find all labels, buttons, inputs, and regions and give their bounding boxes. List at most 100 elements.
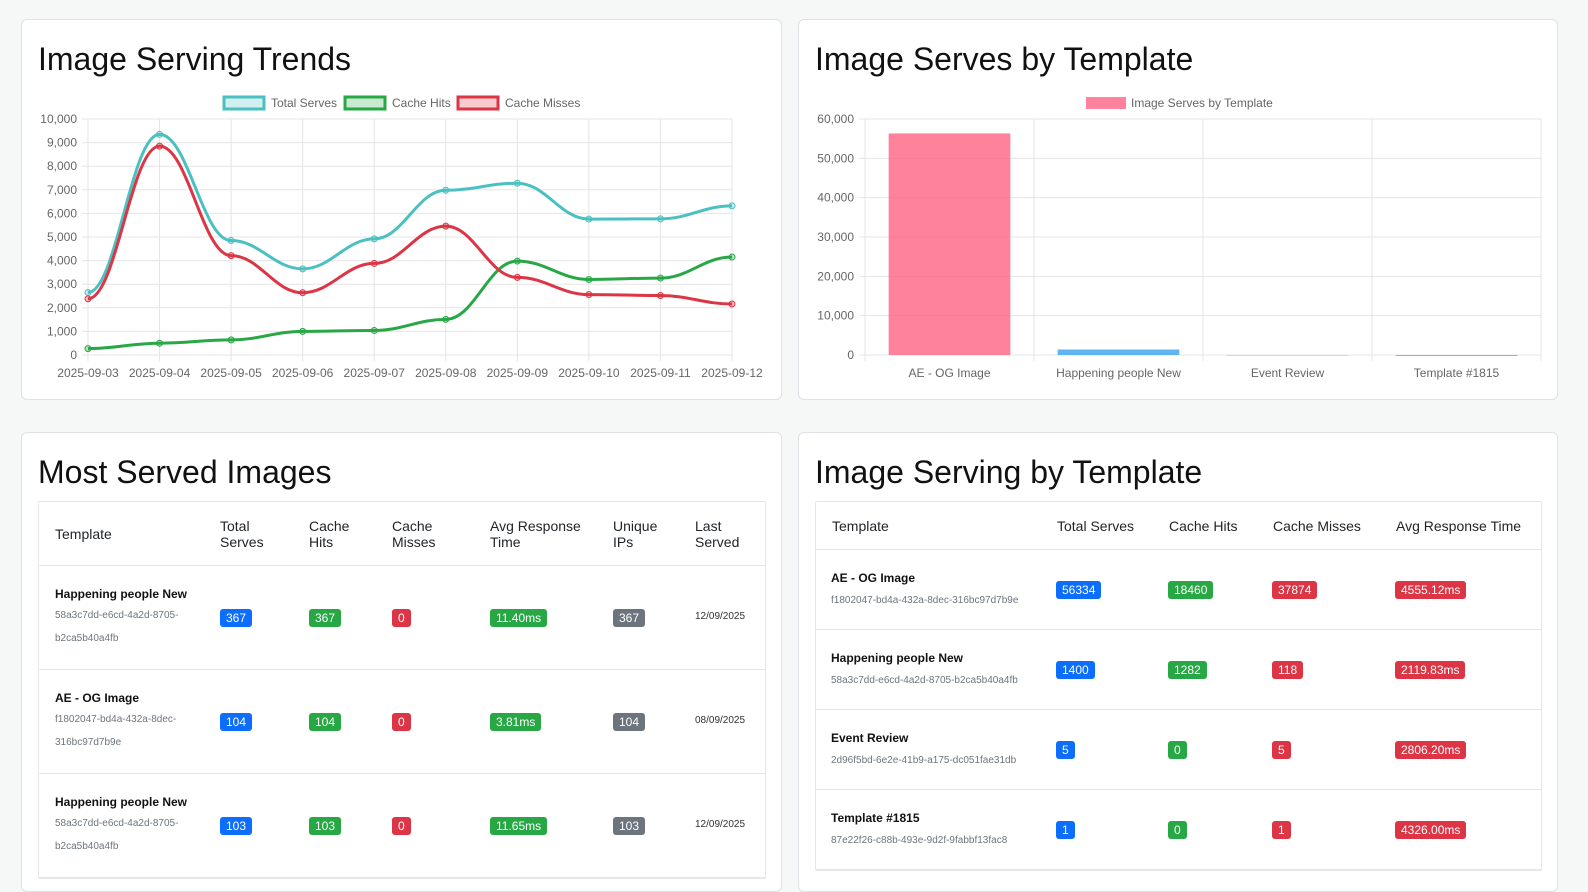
y-tick-label: 40,000 (817, 191, 854, 205)
col-cache-hits: Cache Hits (1169, 518, 1238, 534)
cache-misses-badge: 0 (392, 817, 411, 835)
col-cache-misses: Cache Misses (392, 518, 436, 550)
template-name: Template #1815 (831, 811, 920, 825)
data-point (656, 292, 664, 300)
legend-label: Cache Misses (505, 96, 580, 110)
cache-misses-badge: 0 (392, 609, 411, 627)
serves-by-template-title: Image Serves by Template (815, 41, 1194, 77)
x-tick-label: 2025-09-12 (701, 366, 763, 380)
cache-hits-badge: 0 (1168, 741, 1187, 759)
cache-misses-badge: 37874 (1272, 581, 1318, 599)
data-point (299, 265, 307, 273)
y-tick-label: 30,000 (817, 230, 854, 244)
series-line (87, 132, 733, 294)
col-cache-misses: Cache Misses (1273, 518, 1361, 534)
data-point (84, 345, 92, 353)
template-id: 87e22f26-c88b-493e-9d2f-9fabbf13fac8 (831, 835, 1008, 846)
template-id: 2d96f5bd-6e2e-41b9-a175-dc051fae31db (831, 755, 1017, 766)
col-avg-response: Avg Response Time (1396, 518, 1522, 534)
template-id-part: 58a3c7dd-e6cd-4a2d-8705- (55, 818, 179, 829)
total-serves-badge: 103 (220, 817, 253, 835)
serving-trends-card: Image Serving Trends 0 1,000 2,000 3,000 4,0… (21, 19, 782, 400)
template-id: f1802047-bd4a-432a-8dec- 316bc97d7b9e (55, 708, 176, 754)
data-point (370, 259, 378, 267)
y-tick-label: 0 (847, 348, 854, 362)
data-point (585, 215, 593, 223)
bar (1057, 349, 1180, 355)
y-tick-label: 60,000 (817, 112, 854, 126)
y-tick-label: 2,000 (47, 301, 77, 315)
data-point (513, 179, 521, 187)
serves-by-template-chart: 0 10,000 20,000 30,000 40,000 50,000 60,000 Ima… (817, 96, 1542, 380)
cache-hits-badge: 104 (309, 713, 342, 731)
table-row: Happening people New 58a3c7dd-e6cd-4a2d-8… (39, 774, 765, 878)
data-point (156, 142, 164, 150)
data-point (585, 291, 593, 299)
y-tick-label: 0 (70, 348, 77, 362)
x-tick-label: 2025-09-06 (272, 366, 334, 380)
serving-trends-title: Image Serving Trends (38, 41, 352, 77)
x-tick-label: 2025-09-04 (129, 366, 191, 380)
template-name: Happening people New (55, 587, 188, 601)
y-tick-label: 7,000 (47, 183, 77, 197)
avg-response-badge: 2119.83ms (1395, 661, 1466, 679)
data-point (227, 336, 235, 344)
template-id-part: f1802047-bd4a-432a-8dec- (55, 714, 177, 725)
data-point (370, 235, 378, 243)
template-id-part: b2ca5b40a4fb (55, 841, 119, 852)
serving-trends-chart: 0 1,000 2,000 3,000 4,000 5,000 6,000 7,000 8,00… (40, 95, 763, 380)
cache-misses-badge: 118 (1272, 661, 1304, 679)
table-row: Happening people New 58a3c7dd-e6cd-4a2d-8… (816, 630, 1541, 710)
total-serves-badge: 367 (220, 609, 253, 627)
unique-ips-badge: 103 (613, 817, 646, 835)
data-point (442, 222, 450, 230)
data-point (513, 273, 521, 281)
serving-by-template-table: Template Total Serves Cache Hits Cache M… (815, 501, 1542, 871)
x-tick-label: 2025-09-03 (57, 366, 119, 380)
template-id: 58a3c7dd-e6cd-4a2d-8705-b2ca5b40a4fb (831, 675, 1018, 686)
data-point (728, 202, 736, 210)
unique-ips-badge: 104 (613, 713, 646, 731)
y-tick-label: 4,000 (47, 254, 77, 268)
template-id-part: 58a3c7dd-e6cd-4a2d-8705- (55, 610, 179, 621)
x-tick-label: Event Review (1251, 366, 1325, 380)
template-id-part: 316bc97d7b9e (55, 737, 122, 748)
col-total-serves: Total Serves (220, 518, 264, 550)
cache-hits-badge: 103 (309, 817, 342, 835)
last-served-date: 12/09/2025 (695, 819, 746, 830)
serving-by-template-card: Image Serving by Template Template Total… (798, 432, 1558, 892)
avg-response-badge: 4326.00ms (1395, 821, 1467, 839)
serving-by-template-title: Image Serving by Template (815, 454, 1203, 490)
data-point (442, 186, 450, 194)
y-tick-label: 5,000 (47, 230, 77, 244)
x-tick-label: 2025-09-08 (415, 366, 477, 380)
col-template: Template (832, 518, 889, 534)
legend-label: Total Serves (271, 96, 337, 110)
avg-response-badge: 11.65ms (490, 817, 548, 835)
most-served-table: Template Total Serves Cache Hits Cache M… (38, 501, 766, 879)
template-name: Happening people New (55, 795, 188, 809)
y-tick-label: 20,000 (817, 269, 854, 283)
y-tick-label: 10,000 (40, 112, 77, 126)
legend-label: Cache Hits (392, 96, 451, 110)
x-tick-label: 2025-09-10 (558, 366, 620, 380)
data-point (370, 326, 378, 334)
legend-swatch (1086, 97, 1126, 109)
y-tick-label: 3,000 (47, 277, 77, 291)
avg-response-badge: 3.81ms (490, 713, 542, 731)
last-served-date: 12/09/2025 (695, 611, 746, 622)
bar (1395, 354, 1518, 356)
template-name: AE - OG Image (831, 571, 916, 585)
series-line (87, 255, 733, 351)
bar (1226, 354, 1349, 356)
template-id: 58a3c7dd-e6cd-4a2d-8705- b2ca5b40a4fb (55, 812, 178, 858)
col-avg-response: Avg Response Time (490, 518, 581, 550)
last-served-date: 08/09/2025 (695, 715, 746, 726)
template-name: AE - OG Image (55, 691, 140, 705)
legend-swatch (343, 95, 387, 111)
table-row: Happening people New 58a3c7dd-e6cd-4a2d-8… (39, 566, 765, 670)
y-tick-label: 9,000 (47, 136, 77, 150)
legend-swatch (222, 95, 266, 111)
table-row: Event Review 2d96f5bd-6e2e-41b9-a175-dc05… (816, 710, 1541, 790)
data-point (728, 253, 736, 261)
